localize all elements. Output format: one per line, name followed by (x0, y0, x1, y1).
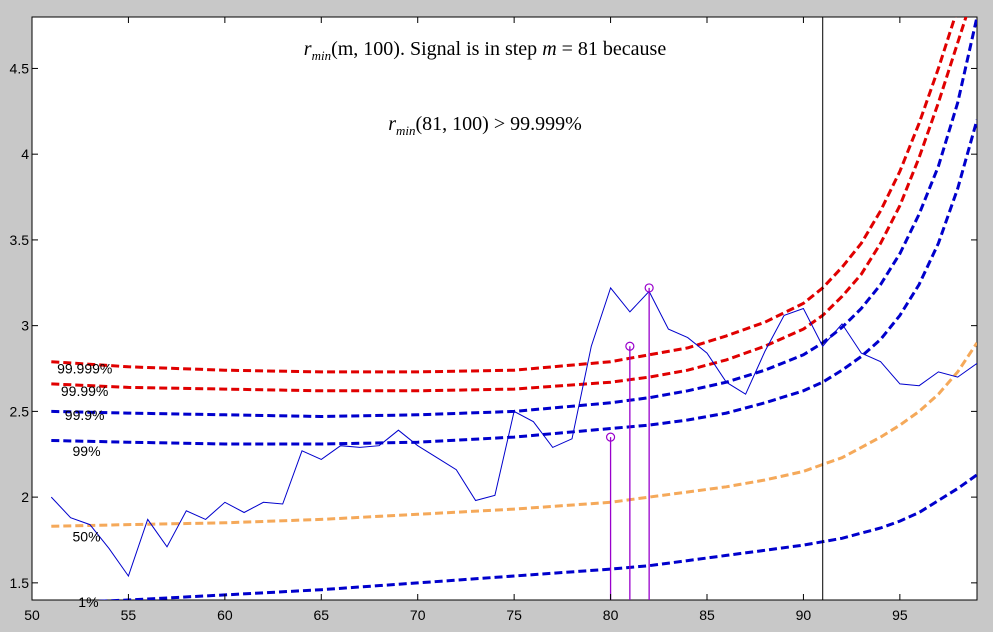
percentile-curve-3 (51, 119, 977, 446)
x-tick-label-8: 90 (796, 607, 812, 623)
y-tick-label-5: 4 (21, 146, 29, 162)
y-tick-label-1: 2 (21, 489, 29, 505)
percentile-label-1: 99.99% (61, 383, 108, 399)
plot-area (31, 16, 978, 601)
chart-title-line1: rmin(m, 100). Signal is in step m = 81 b… (304, 38, 667, 63)
x-tick-label-4: 70 (410, 607, 426, 623)
percentile-curve-0 (51, 17, 957, 374)
percentile-curve-2 (51, 17, 977, 419)
percentile-curve-5 (94, 473, 977, 600)
percentile-label-4: 50% (73, 529, 101, 545)
percentile-curve-1 (51, 17, 968, 393)
percentile-label-0: 99.999% (57, 361, 112, 377)
marker-point-1 (625, 341, 635, 351)
y-tick-label-6: 4.5 (10, 60, 30, 76)
x-tick-label-0: 50 (24, 607, 40, 623)
x-tick-label-1: 55 (121, 607, 137, 623)
percentile-label-2: 99.9% (65, 407, 105, 423)
y-tick-label-4: 3.5 (10, 232, 30, 248)
y-tick-label-0: 1.5 (10, 575, 30, 591)
percentile-label-3: 99% (73, 443, 101, 459)
percentile-label-5: 1% (78, 594, 98, 610)
chart-title-line2: rmin(81, 100) > 99.999% (388, 113, 582, 138)
x-tick-label-7: 85 (699, 607, 715, 623)
marker-point-2 (644, 283, 654, 293)
percentile-curve-4 (51, 341, 977, 528)
signal-line (50, 286, 977, 578)
y-tick-label-2: 2.5 (10, 403, 30, 419)
x-tick-label-3: 65 (313, 607, 329, 623)
y-tick-label-3: 3 (21, 318, 29, 334)
x-tick-label-9: 95 (892, 607, 908, 623)
x-tick-label-6: 80 (603, 607, 619, 623)
x-tick-label-5: 75 (506, 607, 522, 623)
marker-point-0 (605, 432, 616, 442)
x-tick-label-2: 60 (217, 607, 233, 623)
